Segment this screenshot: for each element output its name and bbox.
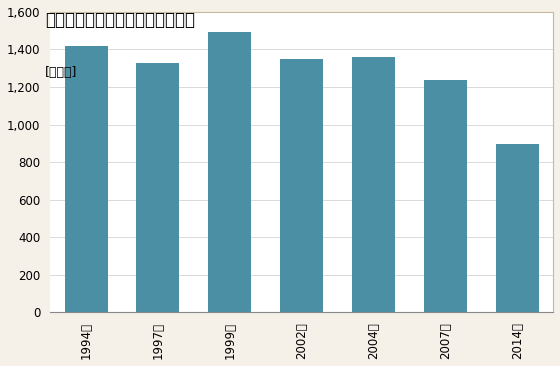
Bar — [137, 63, 180, 312]
Text: 飲食料品卸売業の事業所数の推移: 飲食料品卸売業の事業所数の推移 — [45, 11, 195, 29]
Bar — [496, 144, 539, 312]
Bar — [352, 57, 395, 312]
Bar — [280, 59, 323, 312]
Bar — [424, 79, 467, 312]
Text: [事業所]: [事業所] — [45, 66, 77, 79]
Bar — [208, 32, 251, 312]
Bar — [64, 46, 108, 312]
